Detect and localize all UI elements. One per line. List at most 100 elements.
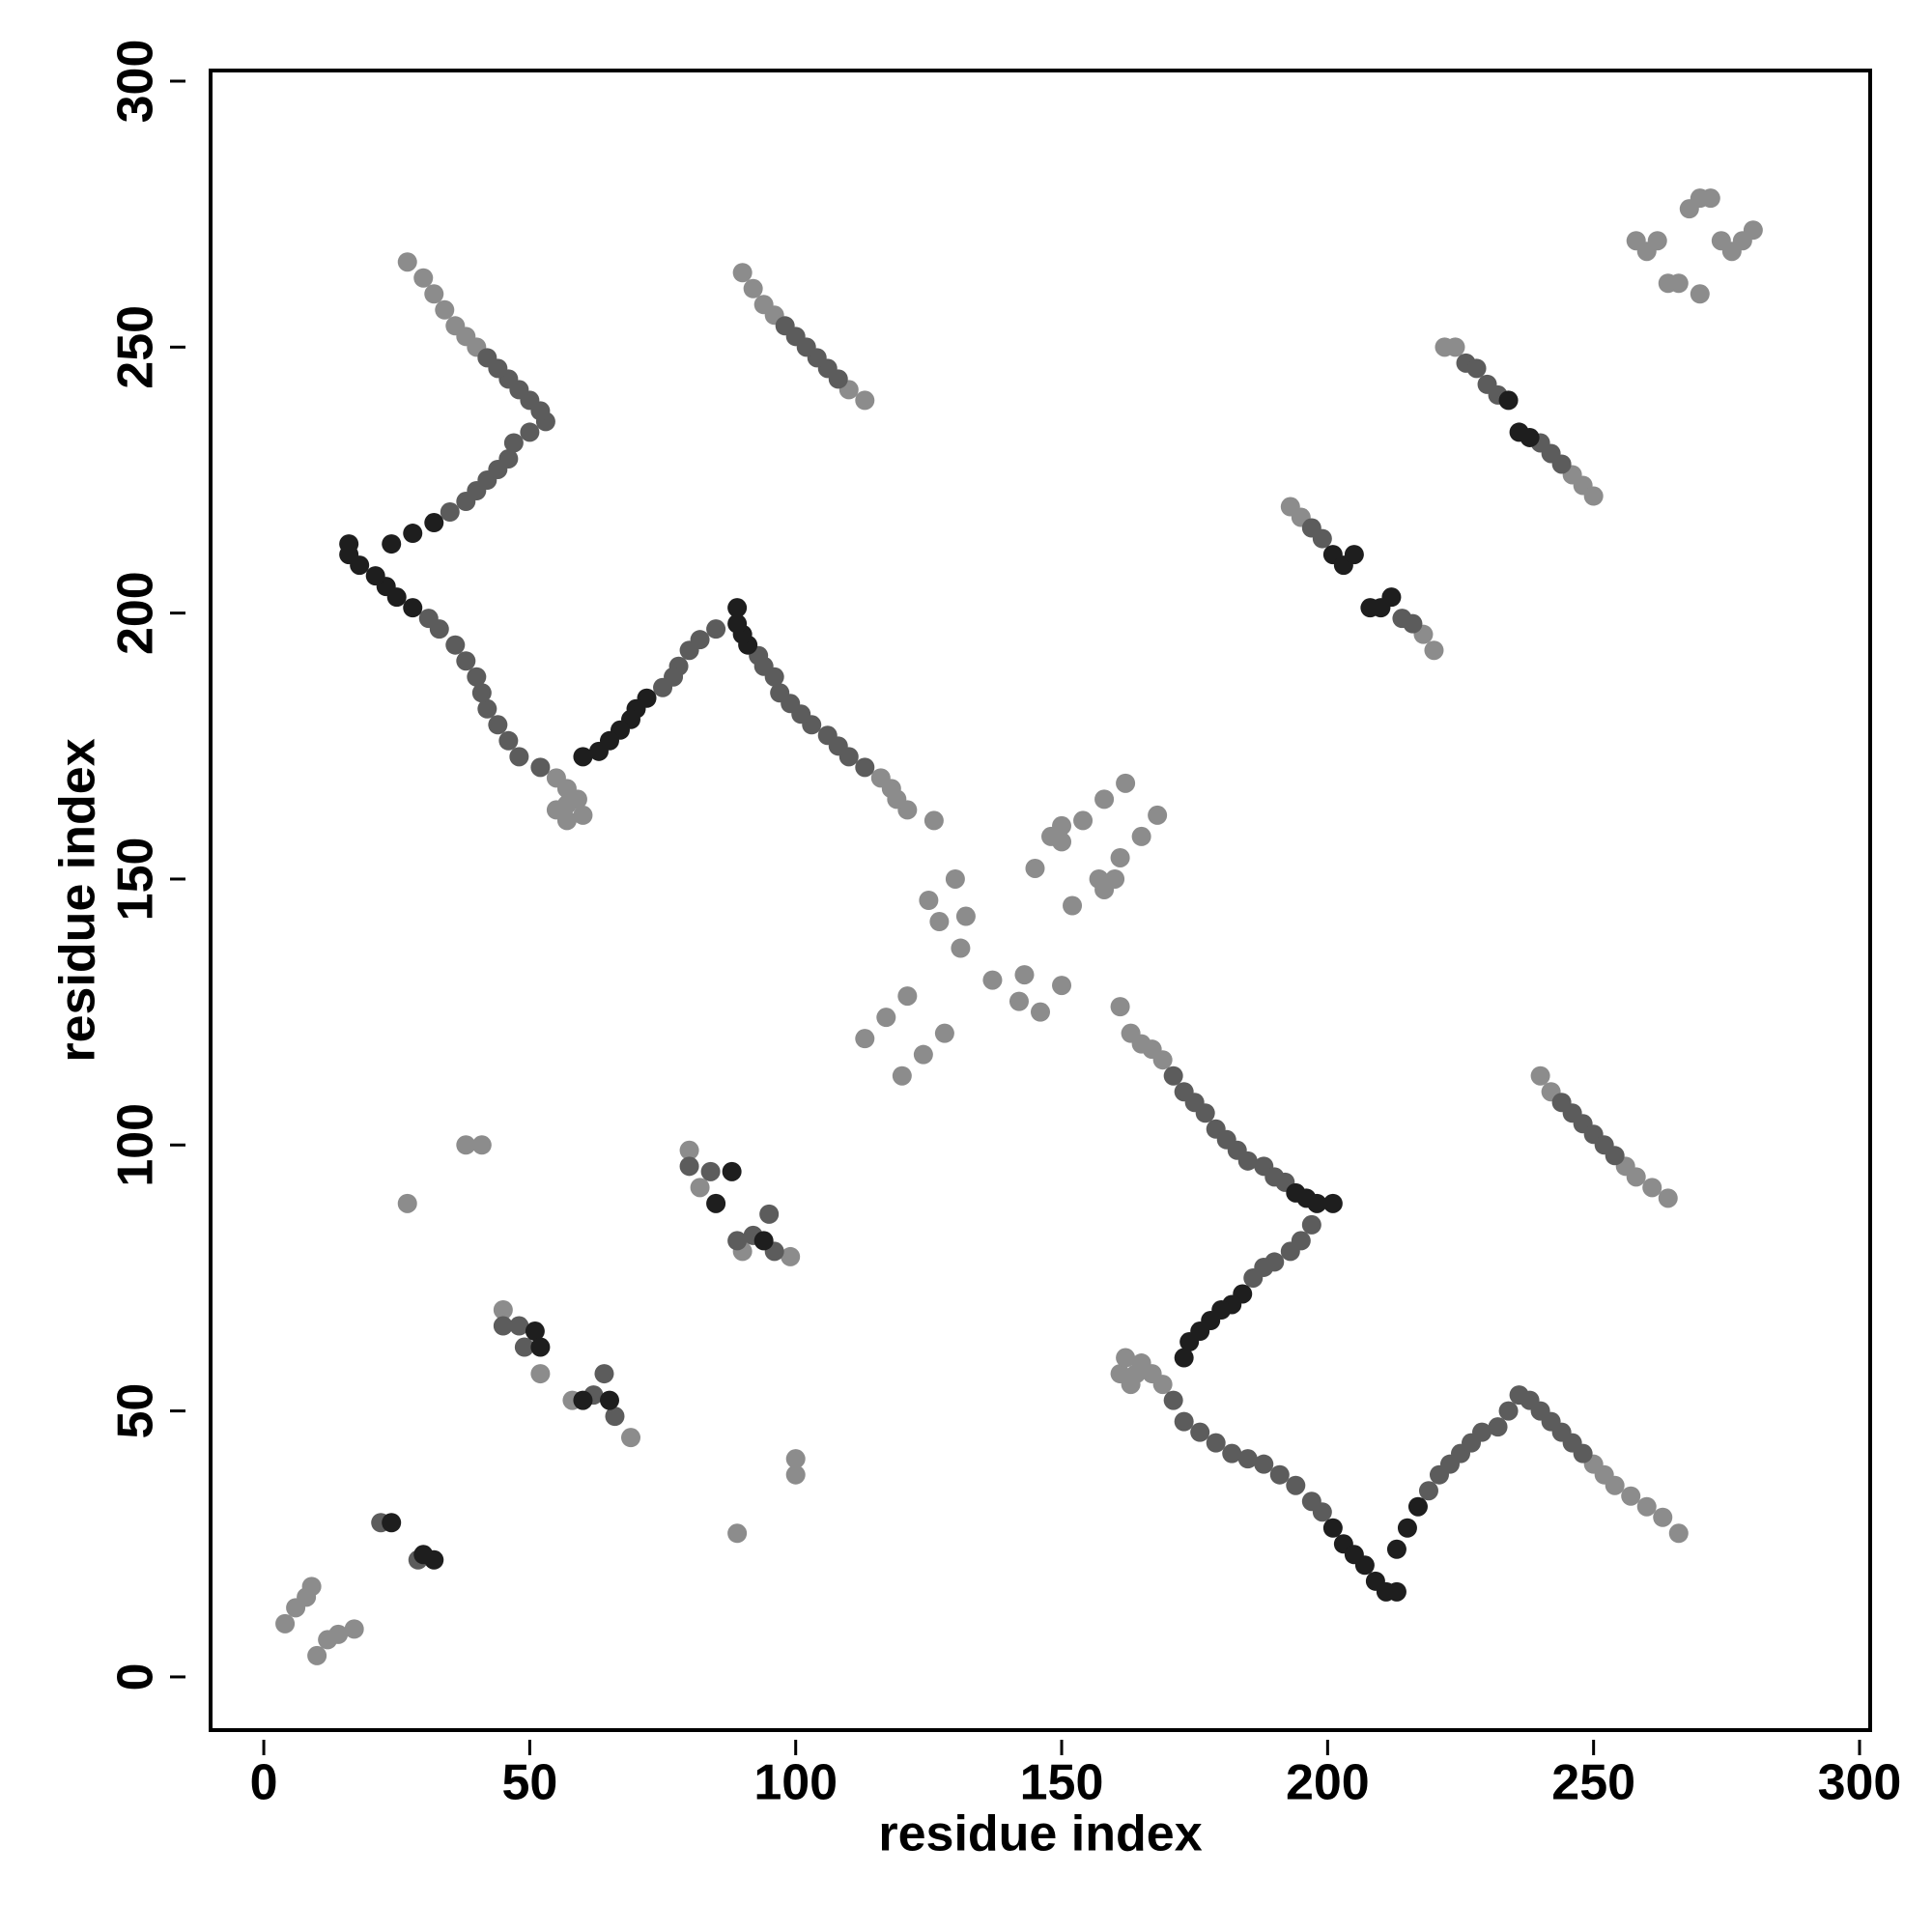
- y-tick-label: 150: [108, 838, 164, 922]
- contact-point: [307, 1645, 327, 1665]
- contact-point: [982, 970, 1003, 990]
- contact-point: [573, 1390, 593, 1410]
- contact-point: [1653, 1507, 1673, 1527]
- contact-point: [1174, 1348, 1194, 1368]
- contact-point: [594, 1364, 614, 1384]
- contact-point: [530, 1337, 551, 1357]
- contact-point: [445, 635, 466, 655]
- contact-point: [1668, 1523, 1689, 1544]
- contact-point: [1009, 991, 1029, 1011]
- contact-point: [1110, 847, 1130, 867]
- contact-point: [1386, 1581, 1406, 1602]
- x-tick-label: 50: [501, 1755, 557, 1811]
- contact-point: [1312, 528, 1332, 549]
- contact-point: [1148, 805, 1168, 825]
- contact-point: [1573, 1443, 1593, 1463]
- contact-point: [1424, 640, 1444, 661]
- contact-point: [1254, 1454, 1274, 1474]
- contact-point: [621, 1428, 641, 1448]
- contact-point: [556, 794, 577, 814]
- contact-point: [1152, 1375, 1173, 1395]
- contact-point: [1174, 1411, 1194, 1432]
- contact-point: [1052, 815, 1072, 836]
- contact-point: [1286, 1475, 1306, 1495]
- contact-point: [679, 640, 699, 661]
- contact-point: [1073, 810, 1094, 831]
- contact-point: [525, 1321, 545, 1342]
- contact-point: [727, 1523, 748, 1544]
- contact-point: [1466, 358, 1487, 379]
- contact-point: [1668, 273, 1689, 294]
- contact-point: [1498, 1401, 1519, 1421]
- contact-point: [493, 1316, 513, 1336]
- contact-point: [424, 1549, 444, 1570]
- y-tick-label: 100: [108, 1103, 164, 1187]
- contact-point: [945, 868, 965, 889]
- contact-point: [456, 651, 476, 671]
- contact-point: [727, 1231, 748, 1251]
- contact-point: [753, 1231, 774, 1251]
- contact-point: [706, 619, 726, 639]
- contact-point: [1690, 284, 1710, 304]
- contact-point: [1163, 1390, 1183, 1410]
- contact-point: [605, 1406, 625, 1427]
- plot-area: [275, 188, 1763, 1665]
- contact-point: [1636, 1496, 1657, 1517]
- contact-point: [775, 316, 795, 336]
- contact-point: [1626, 1167, 1646, 1187]
- contact-point: [855, 390, 875, 411]
- y-tick-label: 300: [108, 40, 164, 124]
- contact-point: [424, 513, 444, 533]
- contact-point: [328, 1624, 349, 1644]
- contact-point: [955, 906, 976, 926]
- y-tick-label: 250: [108, 305, 164, 389]
- contact-point: [382, 1513, 402, 1533]
- contact-point: [1301, 1214, 1321, 1235]
- contact-point: [1403, 613, 1423, 634]
- contact-point: [397, 252, 417, 272]
- y-tick-label: 0: [108, 1662, 164, 1690]
- y-tick-label: 200: [108, 571, 164, 655]
- contact-point: [1152, 1050, 1173, 1070]
- contact-point: [546, 768, 566, 788]
- contact-point: [1700, 188, 1720, 209]
- contact-point: [892, 1065, 912, 1086]
- contact-point: [397, 1193, 417, 1213]
- contact-point: [679, 1156, 699, 1177]
- contact-point: [1354, 1555, 1375, 1576]
- contact-point: [1381, 587, 1402, 608]
- contact-point: [951, 938, 971, 958]
- contact-point: [727, 598, 748, 618]
- y-axis-label: residue index: [50, 738, 106, 1062]
- contact-point: [599, 1390, 619, 1410]
- contact-point: [530, 757, 551, 778]
- contact-point: [690, 1178, 710, 1198]
- contact-point: [1621, 1486, 1641, 1506]
- contact-point: [759, 1204, 780, 1224]
- contact-point: [1094, 789, 1115, 810]
- contact-point: [1583, 486, 1604, 506]
- contact-point: [1063, 895, 1083, 916]
- contact-point: [1116, 1348, 1136, 1368]
- contact-point: [1014, 965, 1035, 985]
- contact-point: [488, 715, 508, 735]
- contact-point: [509, 747, 529, 767]
- contact-point: [1530, 1065, 1550, 1086]
- contact-point: [1110, 997, 1130, 1017]
- contact-point: [679, 1140, 699, 1160]
- contact-point: [727, 613, 748, 634]
- contact-point: [1222, 1443, 1242, 1463]
- contact-point: [1195, 1103, 1215, 1123]
- contact-point: [509, 1316, 529, 1336]
- contact-point: [418, 609, 439, 629]
- contact-point: [1647, 231, 1667, 251]
- contact-point: [301, 1577, 322, 1597]
- contact-point: [785, 1449, 806, 1469]
- x-axis-label: residue index: [878, 1806, 1202, 1862]
- contact-point: [743, 278, 763, 298]
- contact-point: [1031, 1002, 1050, 1022]
- contact-point: [934, 1023, 954, 1043]
- x-tick-label: 150: [1020, 1755, 1104, 1811]
- contact-point: [876, 1008, 896, 1028]
